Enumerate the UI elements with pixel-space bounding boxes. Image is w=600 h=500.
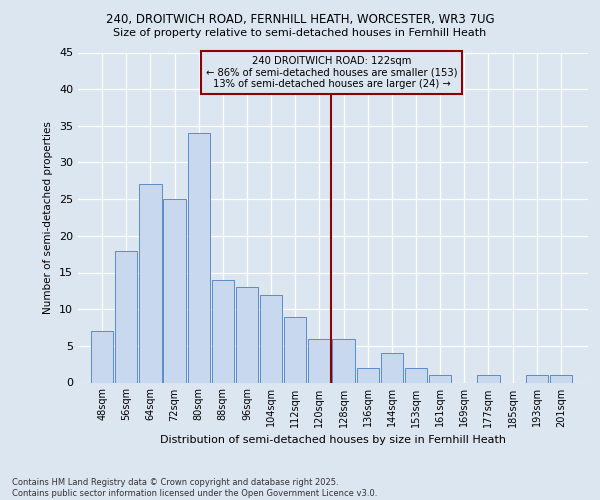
Bar xyxy=(405,368,427,382)
Bar xyxy=(260,294,283,382)
Bar xyxy=(163,199,186,382)
Bar xyxy=(526,375,548,382)
Bar xyxy=(332,338,355,382)
Bar xyxy=(212,280,234,382)
Bar xyxy=(477,375,500,382)
Bar xyxy=(139,184,161,382)
Bar xyxy=(115,250,137,382)
Bar xyxy=(380,353,403,382)
Bar xyxy=(308,338,331,382)
Bar xyxy=(550,375,572,382)
Text: 240 DROITWICH ROAD: 122sqm
← 86% of semi-detached houses are smaller (153)
13% o: 240 DROITWICH ROAD: 122sqm ← 86% of semi… xyxy=(206,56,457,90)
Bar xyxy=(284,316,307,382)
Bar xyxy=(356,368,379,382)
Text: Size of property relative to semi-detached houses in Fernhill Heath: Size of property relative to semi-detach… xyxy=(113,28,487,38)
Bar xyxy=(91,331,113,382)
X-axis label: Distribution of semi-detached houses by size in Fernhill Heath: Distribution of semi-detached houses by … xyxy=(160,435,506,445)
Text: 240, DROITWICH ROAD, FERNHILL HEATH, WORCESTER, WR3 7UG: 240, DROITWICH ROAD, FERNHILL HEATH, WOR… xyxy=(106,12,494,26)
Bar xyxy=(236,287,258,382)
Y-axis label: Number of semi-detached properties: Number of semi-detached properties xyxy=(43,121,53,314)
Bar xyxy=(188,133,210,382)
Text: Contains HM Land Registry data © Crown copyright and database right 2025.
Contai: Contains HM Land Registry data © Crown c… xyxy=(12,478,377,498)
Bar xyxy=(429,375,451,382)
